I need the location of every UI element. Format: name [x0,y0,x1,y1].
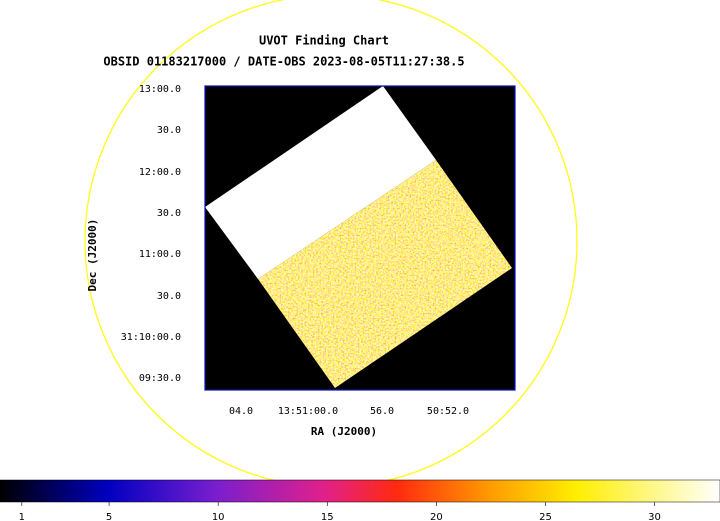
subtitle: OBSID 01183217000 / DATE-OBS 2023-08-05T… [103,55,464,69]
colorbar-tick-label: 30 [648,512,661,521]
y-tick-label: 30.0 [157,291,181,302]
x-tick-label: 04.0 [229,406,253,417]
x-tick-label: 50:52.0 [427,406,469,417]
y-tick-label: 30.0 [157,125,181,136]
x-tick-label: 56.0 [370,406,394,417]
saturated-region [205,86,436,279]
exposure-region [258,160,512,388]
y-tick-label: 13:00.0 [139,84,181,95]
y-tick-label: 09:30.0 [139,373,181,384]
frame-border [204,85,516,391]
colorbar-tick-label: 10 [212,512,225,521]
x-axis-label: RA (J2000) [311,425,377,438]
colorbar-tick-label: 15 [321,512,334,521]
y-axis-label: Dec (J2000) [86,219,99,292]
y-tick-label: 30.0 [157,208,181,219]
title: UVOT Finding Chart [259,34,389,48]
y-tick-label: 31:10:00.0 [121,332,181,343]
y-tick-label: 11:00.0 [139,249,181,260]
colorbar-tick-label: 25 [539,512,552,521]
colorbar-tick-label: 1 [19,512,25,521]
y-tick-label: 12:00.0 [139,167,181,178]
colorbar-tick-label: 20 [430,512,443,521]
x-tick-label: 13:51:00.0 [278,406,338,417]
image [205,86,512,388]
colorbar-tick-label: 5 [106,512,112,521]
colorbar [0,479,720,503]
